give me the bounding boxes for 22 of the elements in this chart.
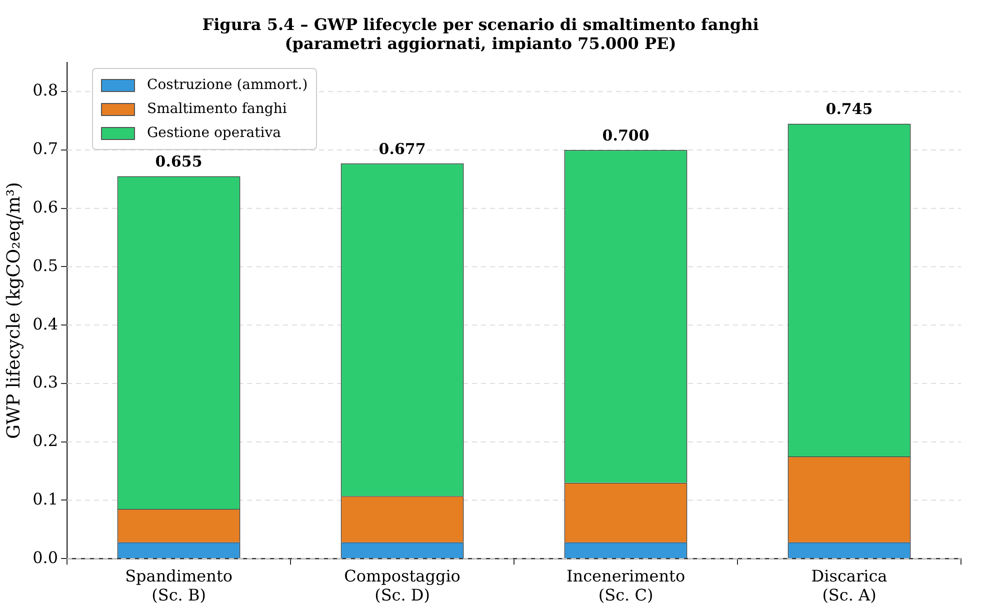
total-label: 0.655 — [155, 152, 202, 171]
y-tick-label: 0.5 — [32, 256, 58, 275]
total-label: 0.700 — [602, 126, 650, 144]
y-tick-label: 0.8 — [32, 80, 58, 100]
y-tick-label: 0.0 — [32, 548, 58, 567]
legend-label: Costruzione (ammort.) — [147, 77, 308, 93]
x-tick-label: Spandimento (Sc. B) — [125, 566, 232, 605]
y-axis-title: GWP lifecycle (kgCO₂eq/m³) — [3, 182, 24, 439]
legend-label: Gestione operativa — [147, 125, 282, 141]
y-tick-label: 0.6 — [32, 197, 58, 216]
y-tick-label: 0.3 — [32, 372, 58, 392]
y-tick-label: 0.7 — [32, 139, 58, 158]
chart-title: Figura 5.4 – GWP lifecycle per scenario di smaltimento fanghi (parametri aggiornati, impianto 75.000 PE) — [202, 14, 759, 53]
y-tick-label: 0.4 — [32, 314, 58, 334]
legend-label: Smaltimento fanghi — [147, 101, 287, 117]
y-tick-label: 0.2 — [32, 431, 58, 450]
total-label: 0.745 — [826, 100, 873, 118]
y-tick-label: 0.1 — [32, 489, 58, 508]
x-tick-label: Compostaggio (Sc. D) — [344, 566, 460, 605]
x-tick-label: Discarica (Sc. A) — [811, 566, 888, 605]
x-tick-label: Incenerimento (Sc. C) — [566, 566, 686, 605]
total-label: 0.677 — [378, 140, 426, 158]
